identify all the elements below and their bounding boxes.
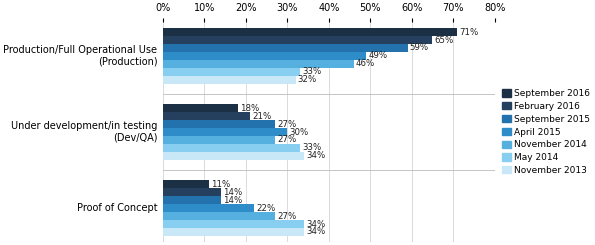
Bar xyxy=(163,52,366,60)
Bar xyxy=(163,180,209,188)
Bar xyxy=(163,120,275,128)
Text: 21%: 21% xyxy=(252,112,271,121)
Text: 30%: 30% xyxy=(289,127,309,136)
Bar xyxy=(163,60,353,68)
Bar xyxy=(163,228,304,236)
Bar xyxy=(163,112,250,120)
Text: 14%: 14% xyxy=(223,188,242,197)
Bar xyxy=(163,144,300,152)
Bar xyxy=(163,128,287,136)
Bar xyxy=(163,196,221,204)
Text: 49%: 49% xyxy=(368,51,387,61)
Bar xyxy=(163,136,275,144)
Bar xyxy=(163,44,408,52)
Bar xyxy=(163,204,254,212)
Text: 33%: 33% xyxy=(302,67,321,76)
Legend: September 2016, February 2016, September 2015, April 2015, November 2014, May 20: September 2016, February 2016, September… xyxy=(503,89,590,175)
Bar xyxy=(163,220,304,228)
Text: 11%: 11% xyxy=(211,180,230,189)
Text: 32%: 32% xyxy=(298,75,317,84)
Bar xyxy=(163,188,221,196)
Text: 65%: 65% xyxy=(434,36,454,45)
Text: 46%: 46% xyxy=(356,59,375,68)
Bar xyxy=(163,212,275,220)
Text: 34%: 34% xyxy=(306,220,325,229)
Text: 27%: 27% xyxy=(277,212,296,220)
Text: 27%: 27% xyxy=(277,120,296,129)
Text: 18%: 18% xyxy=(240,104,259,113)
Text: 34%: 34% xyxy=(306,227,325,236)
Bar xyxy=(163,76,296,84)
Bar xyxy=(163,104,237,112)
Text: 27%: 27% xyxy=(277,135,296,145)
Text: 71%: 71% xyxy=(459,27,479,37)
Bar xyxy=(163,28,458,36)
Text: 33%: 33% xyxy=(302,143,321,152)
Bar xyxy=(163,152,304,160)
Text: 34%: 34% xyxy=(306,151,325,160)
Bar xyxy=(163,36,433,44)
Text: 14%: 14% xyxy=(223,196,242,205)
Text: 22%: 22% xyxy=(256,204,275,213)
Bar xyxy=(163,68,300,76)
Text: 59%: 59% xyxy=(410,43,429,52)
